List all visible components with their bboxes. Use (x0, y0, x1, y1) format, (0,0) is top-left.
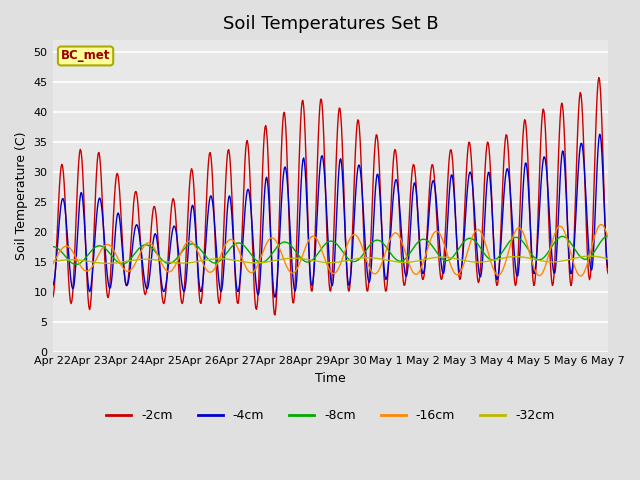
-16cm (227, 237, 235, 242)
Line: -2cm: -2cm (52, 70, 640, 315)
Text: BC_met: BC_met (61, 49, 110, 62)
-16cm (49, 262, 56, 267)
-8cm (49, 244, 56, 250)
Legend: -2cm, -4cm, -8cm, -16cm, -32cm: -2cm, -4cm, -8cm, -16cm, -32cm (101, 405, 559, 428)
-8cm (444, 258, 452, 264)
-16cm (410, 271, 418, 276)
-4cm (227, 202, 235, 207)
-4cm (118, 243, 126, 249)
-8cm (280, 239, 287, 245)
-32cm (49, 259, 56, 264)
-32cm (228, 257, 236, 263)
-32cm (280, 256, 287, 262)
-2cm (411, 168, 419, 173)
X-axis label: Time: Time (315, 372, 346, 385)
Line: -8cm: -8cm (52, 236, 640, 264)
-2cm (632, 67, 640, 73)
-2cm (118, 232, 126, 238)
-8cm (257, 260, 265, 265)
-8cm (119, 261, 127, 267)
-16cm (279, 254, 287, 260)
-16cm (638, 220, 640, 226)
Line: -4cm: -4cm (52, 130, 640, 297)
-4cm (280, 170, 287, 176)
-2cm (257, 233, 264, 239)
-8cm (411, 243, 419, 249)
Line: -16cm: -16cm (52, 223, 640, 276)
-32cm (586, 253, 594, 259)
-32cm (104, 261, 112, 266)
-2cm (280, 111, 287, 117)
-4cm (271, 294, 279, 300)
-4cm (49, 283, 56, 288)
-2cm (227, 173, 235, 179)
-2cm (271, 312, 279, 318)
-16cm (618, 274, 626, 279)
-4cm (444, 210, 452, 216)
-4cm (257, 273, 264, 278)
Y-axis label: Soil Temperature (C): Soil Temperature (C) (15, 132, 28, 260)
-8cm (228, 244, 236, 250)
Line: -32cm: -32cm (52, 256, 640, 264)
-16cm (444, 252, 451, 258)
-4cm (614, 127, 622, 133)
-32cm (411, 259, 419, 264)
-4cm (411, 180, 419, 186)
-8cm (605, 233, 612, 239)
-32cm (119, 259, 127, 265)
-32cm (257, 260, 265, 265)
-2cm (49, 295, 56, 300)
-2cm (444, 171, 452, 177)
-16cm (118, 264, 126, 269)
Title: Soil Temperatures Set B: Soil Temperatures Set B (223, 15, 438, 33)
-32cm (444, 254, 452, 260)
-16cm (257, 256, 264, 262)
-8cm (73, 262, 81, 267)
